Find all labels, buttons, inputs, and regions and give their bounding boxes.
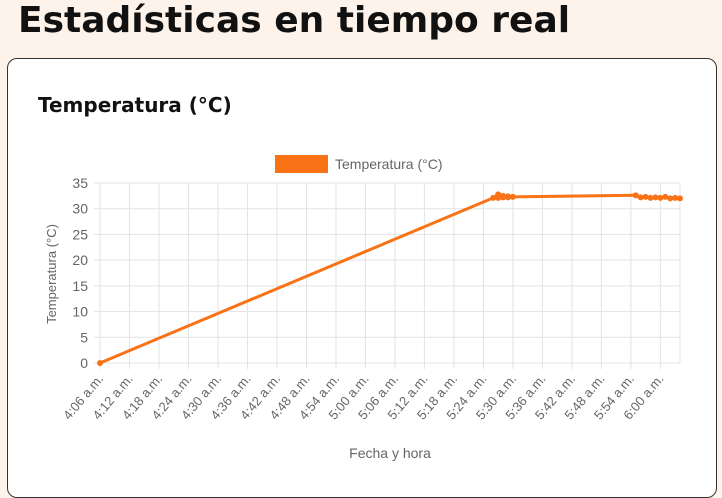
card-title: Temperatura (°C) <box>38 93 232 117</box>
y-axis-title: Temperatura (°C) <box>44 224 59 324</box>
data-point[interactable] <box>642 193 649 200</box>
y-tick-label: 5 <box>80 329 88 345</box>
y-tick-label: 10 <box>72 304 88 320</box>
data-point[interactable] <box>667 195 674 202</box>
data-point[interactable] <box>657 194 664 201</box>
page-title: Estadísticas en tiempo real <box>18 0 571 41</box>
data-point[interactable] <box>662 193 669 200</box>
y-tick-label: 0 <box>80 355 88 371</box>
data-point[interactable] <box>647 194 654 201</box>
data-point[interactable] <box>652 194 659 201</box>
y-tick-label: 20 <box>72 252 88 268</box>
data-point[interactable] <box>490 194 497 201</box>
data-point[interactable] <box>500 194 507 201</box>
y-tick-label: 30 <box>72 201 88 217</box>
data-point[interactable] <box>509 193 516 200</box>
legend-swatch[interactable] <box>275 155 328 173</box>
data-point[interactable] <box>677 195 683 202</box>
y-tick-label: 35 <box>72 175 88 191</box>
legend-label[interactable]: Temperatura (°C) <box>335 156 443 172</box>
x-axis-title: Fecha y hora <box>349 445 431 461</box>
data-point[interactable] <box>632 192 639 199</box>
data-point[interactable] <box>672 194 679 201</box>
data-point[interactable] <box>97 360 103 366</box>
y-tick-label: 25 <box>72 226 88 242</box>
temperature-card: Temperatura (°C) <box>7 58 717 498</box>
data-point[interactable] <box>495 194 502 201</box>
data-point[interactable] <box>637 194 644 201</box>
data-point[interactable] <box>504 194 511 201</box>
y-tick-label: 15 <box>72 278 88 294</box>
